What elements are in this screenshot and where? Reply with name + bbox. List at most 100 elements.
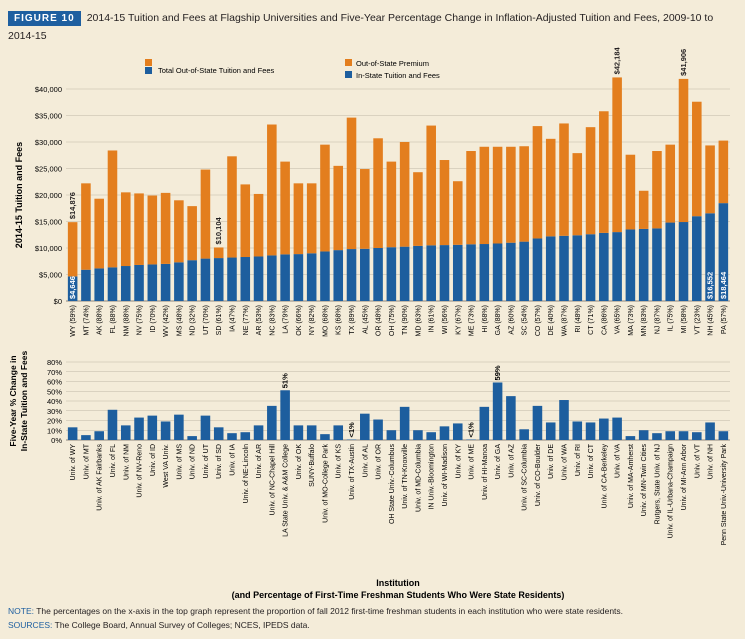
x-tick-label: MI (58%) (681, 305, 688, 333)
x-tick-label-bottom: Univ. of FL (110, 444, 117, 477)
x-tick-label: PA (57%) (721, 305, 728, 334)
bar-in-state (599, 232, 609, 301)
x-tick-label: NV (75%) (137, 305, 144, 335)
bar-in-state (174, 262, 184, 301)
sources-line: SOURCES: The College Board, Annual Surve… (8, 620, 310, 630)
bar-premium (240, 184, 251, 258)
x-tick-label: AR (53%) (256, 305, 263, 335)
x-tick-label-bottom: Univ. of CO-Boulder (535, 443, 542, 506)
bar-in-state (492, 243, 503, 301)
x-tick-label-bottom: Univ. of MT (83, 443, 90, 479)
x-tick-label: SD (61%) (216, 305, 223, 335)
bar-pct-change (373, 419, 383, 440)
bar-premium (386, 161, 397, 248)
bar-premium (81, 183, 91, 270)
x-tick-label-bottom: Univ. of VA (615, 444, 622, 478)
x-tick-label: ND (32%) (190, 305, 197, 336)
x-tick-label: KS (68%) (336, 305, 343, 335)
bar-premium (120, 192, 131, 267)
x-tick-label: FL (88%) (110, 305, 117, 334)
bar-premium (625, 154, 636, 230)
data-label-total: $10,104 (214, 217, 223, 245)
legend-swatch-premium-2 (345, 59, 352, 66)
bar-pct-change (479, 406, 490, 440)
x-tick-label: LA (79%) (283, 305, 290, 334)
bar-in-state (452, 244, 463, 301)
sources-label: SOURCES: (8, 620, 53, 630)
x-tick-label: DE (40%) (548, 305, 555, 335)
x-tick-label-bottom: Univ. of IA (230, 444, 237, 476)
x-tick-label-bottom: Univ. of MS (176, 444, 183, 480)
bar-pct-change (492, 382, 503, 440)
bar-pct-change (253, 425, 264, 440)
bar-pct-change (81, 435, 91, 440)
y-tick-label: $5,000 (39, 271, 62, 280)
x-axis-sublabel: (and Percentage of First-Time Freshman S… (232, 590, 565, 600)
x-tick-label-bottom: Univ. of ID (150, 444, 157, 476)
x-tick-label-bottom: Univ. of VT (694, 443, 701, 478)
bar-in-state (200, 258, 211, 301)
x-tick-label: UT (70%) (203, 305, 210, 335)
bar-premium (174, 200, 184, 263)
bar-in-state (678, 222, 689, 301)
x-tick-label: WI (56%) (442, 305, 449, 334)
bar-in-state (373, 248, 383, 301)
bar-premium (107, 150, 118, 268)
x-tick-label-bottom: Univ. of TX-Austin (349, 444, 356, 500)
y-tick-label: $15,000 (35, 218, 62, 227)
bar-in-state (267, 255, 277, 301)
x-tick-label-bottom: Univ. of SD (216, 444, 223, 479)
bar-premium (187, 206, 197, 261)
bar-in-state (147, 264, 158, 301)
x-tick-label-bottom: Univ. of MO-College Park (322, 444, 329, 523)
bar-premium (267, 124, 277, 256)
bar-in-state (532, 238, 543, 301)
y-tick-label: $25,000 (35, 165, 62, 174)
data-label-pct: 59% (493, 365, 502, 380)
x-tick-label: CA (86%) (601, 305, 608, 335)
x-tick-label: IA (47%) (230, 305, 237, 332)
bar-in-state (426, 245, 436, 301)
x-tick-label: MS (48%) (176, 305, 183, 336)
x-tick-label: MN (83%) (641, 305, 648, 337)
figure-label: FIGURE 10 (8, 11, 81, 26)
x-tick-label-bottom: Univ. of AK Fairbanks (97, 444, 104, 511)
bar-pct-change (320, 434, 330, 440)
bar-in-state (612, 232, 622, 301)
legend-swatch-in-state-2 (345, 71, 352, 78)
bar-in-state (519, 241, 529, 301)
bar-premium (346, 117, 357, 250)
bar-premium (466, 151, 476, 245)
x-tick-label-bottom: Rutgers, State Univ. of NJ (654, 444, 661, 524)
bar-pct-change (612, 417, 622, 440)
bar-in-state (293, 254, 304, 301)
x-tick-label-bottom: Univ. of CT (588, 443, 595, 478)
y-axis-label-bottom-line1: Five-Year % Change in (8, 355, 18, 446)
bar-pct-change (94, 431, 104, 440)
x-tick-label-bottom: OH State Univ.-Columbus (389, 444, 396, 525)
bar-pct-change (665, 431, 676, 440)
bar-premium (692, 101, 702, 217)
bar-pct-change (439, 426, 450, 440)
y-tick-label-bottom: 0% (51, 436, 62, 445)
bar-in-state (227, 257, 237, 301)
x-tick-label-bottom: Univ. of OK (296, 444, 303, 480)
bar-pct-change (280, 390, 290, 440)
x-tick-label: WV (42%) (163, 305, 170, 337)
bar-in-state (652, 228, 662, 301)
x-tick-label-bottom: Univ. of CA-Berkeley (601, 444, 608, 509)
data-label-total: $41,906 (679, 49, 688, 76)
x-tick-label-bottom: Univ. of NM (123, 444, 130, 480)
bar-premium (134, 193, 144, 265)
bar-in-state (506, 242, 516, 301)
bar-premium (665, 144, 676, 223)
bar-premium (718, 140, 729, 204)
bar-pct-change (134, 417, 144, 440)
bar-in-state (585, 234, 596, 301)
x-tick-label-bottom: Univ. of NV-Reno (137, 444, 144, 498)
bar-pct-change (107, 409, 118, 440)
y-tick-label: $10,000 (35, 244, 62, 253)
bar-pct-change (452, 423, 463, 440)
x-tick-label: SC (54%) (522, 305, 529, 335)
bar-premium (572, 153, 583, 236)
